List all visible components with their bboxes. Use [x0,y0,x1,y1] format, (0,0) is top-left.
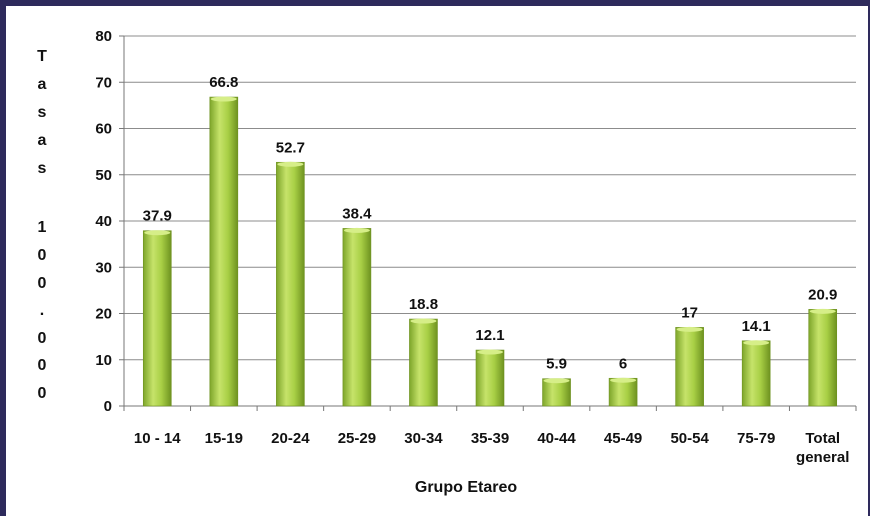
y-axis-title-char: T [37,48,47,65]
bar [276,161,305,407]
data-label: 6 [619,355,627,372]
bar [808,309,838,407]
bar-top [277,161,304,167]
y-axis-title-char: 0 [38,385,47,402]
x-tick-label: 25-29 [338,430,376,447]
bar-top [210,96,237,102]
bar [342,228,372,407]
bar [142,230,172,407]
y-tick-label: 40 [95,213,112,230]
y-tick-label: 30 [95,259,112,276]
y-axis-title-char: 0 [38,357,47,374]
x-tick-label: general [796,449,849,466]
bars [142,96,838,407]
bar-top [809,308,836,314]
data-label: 18.8 [409,296,438,313]
bar-top [343,227,370,233]
y-axis-title-char: a [38,132,47,149]
gridlines [124,35,856,361]
data-label: 5.9 [546,356,567,373]
data-label: 14.1 [742,318,771,335]
x-tick-label: 50-54 [670,430,709,447]
data-label: 20.9 [808,286,837,303]
x-tick-label: 40-44 [537,430,576,447]
x-tick-labels: 10 - 14 15-19 20-24 25-29 30-34 35-39 40-44 45-… [134,430,849,466]
x-tick-label: 45-49 [604,430,642,447]
y-tick-label: 20 [95,306,112,323]
x-tick-label: Total [805,430,840,447]
bar-top [610,377,637,383]
bar [741,340,771,407]
bar-top [144,230,171,236]
y-tick-label: 60 [95,121,112,138]
bar-top [743,340,770,346]
bar [675,327,704,407]
y-tick-label: 50 [95,167,112,184]
bar [475,349,505,407]
y-tick-label: 10 [95,352,112,369]
data-label: 17 [681,304,698,321]
y-tick-label: 80 [95,28,112,45]
bar [209,96,239,407]
x-tick-label: 75-79 [737,430,775,447]
y-axis-title-char: s [38,104,47,121]
y-tick-label: 0 [104,398,112,415]
data-label: 66.8 [209,74,238,91]
y-axis-title-char: s [38,160,47,177]
x-axis-title: Grupo Etareo [415,479,517,496]
data-label: 52.7 [276,139,305,156]
y-axis-title-char: . [40,302,44,319]
y-axis-title-char: 1 [38,219,47,236]
y-axis-title-char: 0 [38,275,47,292]
y-tick-label: 70 [95,74,112,91]
data-label: 38.4 [342,205,372,222]
x-tick-label: 10 - 14 [134,430,181,447]
y-axis-title-char: a [38,76,47,93]
data-label: 37.9 [143,208,172,225]
x-tick-label: 35-39 [471,430,509,447]
y-axis-title-char: 0 [38,330,47,347]
x-tick-label: 30-34 [404,430,443,447]
data-labels: 37.9 66.8 52.7 38.4 18.8 12.1 5.9 6 17 14.1 20.9 [143,74,838,373]
data-label: 12.1 [475,327,504,344]
x-tick-label: 20-24 [271,430,310,447]
bar [409,318,438,407]
bar-top [477,349,503,355]
bar-top [676,326,703,332]
y-tick-labels: 0 10 20 30 40 50 60 70 80 [95,28,112,415]
x-tick-label: 15-19 [205,430,243,447]
bar-top [410,318,437,324]
bar [542,378,571,407]
bar-top [543,378,570,384]
y-axis-title-char: 0 [38,247,47,264]
